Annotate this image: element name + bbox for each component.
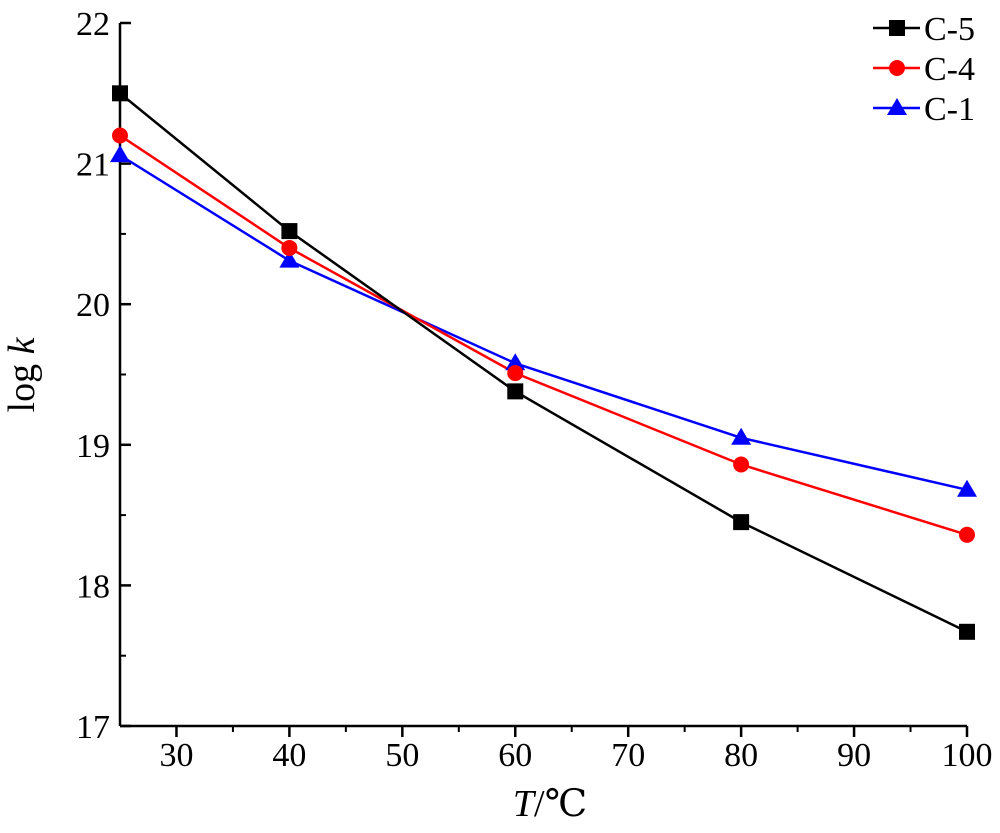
x-axis-variable: T [513, 783, 537, 825]
data-point-c-4 [959, 526, 975, 543]
legend-label-c-1: C-1 [924, 91, 975, 128]
x-tick-label: 90 [837, 737, 871, 774]
axes: 17 18 19 20 21 22 30 40 50 60 70 80 90 100 [76, 6, 993, 774]
data-point-c-1 [110, 145, 130, 163]
legend-label-c-5: C-5 [924, 11, 975, 48]
data-point-c-4 [281, 239, 298, 256]
x-tick-label: 50 [385, 737, 419, 774]
x-axis-unit: /℃ [534, 783, 587, 825]
series-line-c-5 [119, 92, 968, 633]
data-point-c-4 [733, 456, 750, 473]
y-axis-prefix: log [1, 354, 43, 412]
y-tick-label: 17 [76, 709, 110, 746]
data-point-c-5 [959, 623, 975, 640]
legend-label-c-4: C-4 [924, 51, 975, 88]
y-tick-label: 22 [76, 6, 110, 43]
legend-marker-c-4 [889, 60, 905, 76]
x-axis-title: T/℃ [513, 783, 587, 825]
x-tick-label: 60 [498, 737, 532, 774]
y-tick-label: 21 [76, 147, 110, 184]
data-point-c-1 [957, 479, 977, 497]
x-tick-label: 100 [942, 737, 993, 774]
y-axis-title: log k [1, 336, 43, 412]
y-tick-label: 20 [76, 287, 110, 324]
series-line-c-1 [119, 154, 968, 492]
y-tick-label: 18 [76, 568, 110, 605]
data-point-c-4 [112, 127, 128, 144]
legend: C-5C-4C-1 [873, 11, 975, 128]
y-tick-label: 19 [76, 428, 110, 465]
data-point-c-4 [507, 365, 524, 382]
data-point-c-5 [281, 223, 298, 240]
data-point-c-5 [733, 514, 750, 531]
x-tick-label: 40 [272, 737, 306, 774]
y-axis-variable: k [1, 336, 43, 354]
x-tick-label: 80 [724, 737, 758, 774]
x-tick-label: 70 [611, 737, 645, 774]
x-tick-label: 30 [159, 737, 193, 774]
series-lines [119, 92, 968, 633]
series-markers [110, 85, 977, 640]
data-point-c-1 [505, 353, 526, 371]
data-point-c-5 [112, 85, 128, 102]
legend-marker-c-5 [889, 20, 905, 36]
data-point-c-1 [279, 250, 300, 268]
legend-marker-c-1 [887, 98, 907, 115]
data-point-c-5 [507, 383, 524, 400]
data-point-c-1 [731, 427, 752, 445]
